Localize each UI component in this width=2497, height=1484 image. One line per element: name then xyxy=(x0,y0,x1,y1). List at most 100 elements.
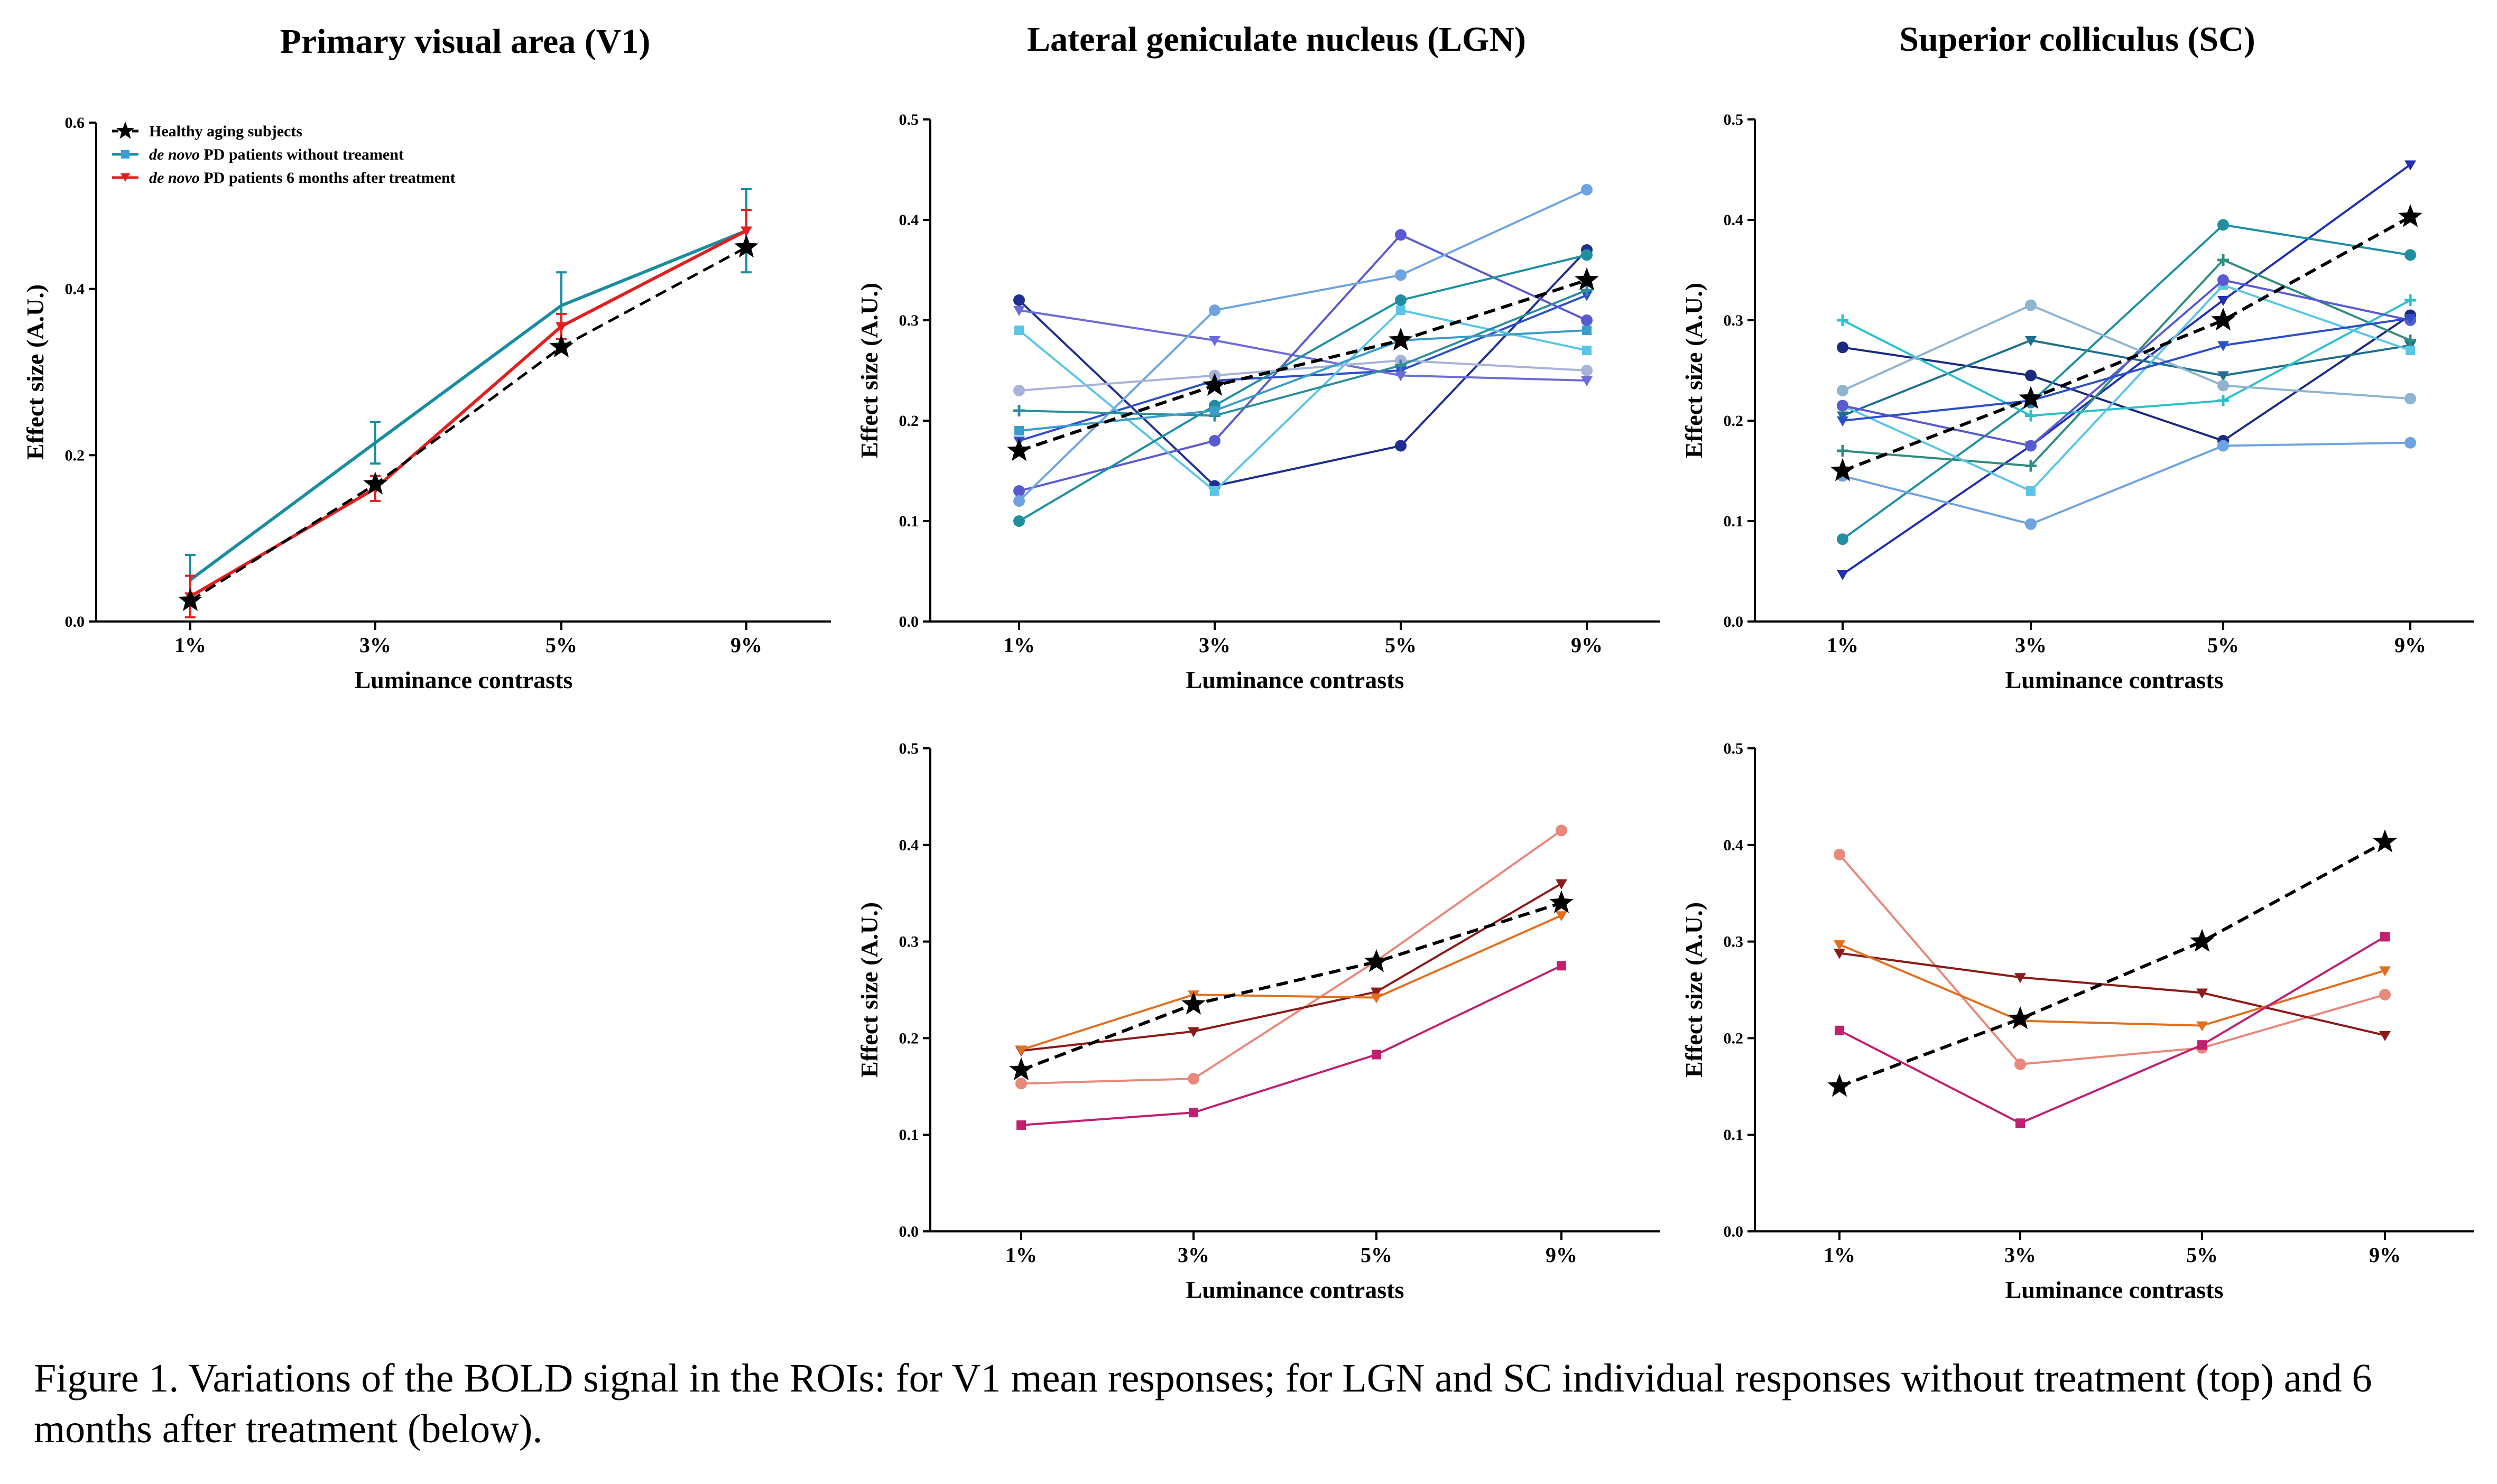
x-tick-label: 3% xyxy=(359,633,391,657)
data-point xyxy=(1209,435,1220,447)
series-4 xyxy=(1827,829,2397,1097)
series-11 xyxy=(1830,204,2422,481)
series-line xyxy=(189,229,747,598)
data-point xyxy=(1837,416,1848,426)
data-point xyxy=(2217,395,2229,406)
y-tick-label: 0.0 xyxy=(1724,1223,1744,1240)
data-point xyxy=(2373,829,2397,852)
data-point xyxy=(1575,267,1599,291)
data-point xyxy=(2406,346,2415,355)
series-line xyxy=(1842,279,2411,447)
series-line xyxy=(1019,279,1587,452)
series-line xyxy=(1018,254,1587,522)
series-line xyxy=(1842,215,2411,472)
data-point xyxy=(1581,284,1593,296)
y-tick-label: 0.0 xyxy=(1724,613,1744,630)
data-point xyxy=(178,588,202,611)
legend-label-treated: de novo PD patients 6 months after treat… xyxy=(149,169,456,187)
lgn-bottom-chart: 0.0 0.1 0.2 0.3 0.4 0.5 1% 3% 5% 9% Luminance cont… xyxy=(856,740,1660,1303)
legend-untreated-rest: PD patients without treament xyxy=(200,146,404,163)
legend-label-untreated: de novo PD patients without treament xyxy=(149,146,404,163)
data-point xyxy=(1835,1025,1844,1035)
y-axis-title: Effect size (A.U.) xyxy=(856,283,883,458)
data-point xyxy=(1189,1108,1198,1118)
data-point xyxy=(1556,879,1567,889)
data-point xyxy=(1371,987,1382,998)
data-point xyxy=(1210,486,1219,496)
y-tick-label: 0.0 xyxy=(65,613,85,630)
data-point xyxy=(2217,341,2229,351)
y-tick-label: 0.2 xyxy=(899,1029,919,1047)
data-point xyxy=(1203,373,1227,396)
data-point xyxy=(2217,274,2229,286)
data-point xyxy=(1014,426,1024,435)
legend-item-treated: de novo PD patients 6 months after treat… xyxy=(112,169,456,187)
x-tick-label: 9% xyxy=(2394,633,2426,657)
data-point xyxy=(2404,249,2416,261)
data-point xyxy=(741,226,752,237)
data-point xyxy=(1007,438,1031,461)
x-tick-label: 3% xyxy=(1178,1243,1209,1267)
data-point xyxy=(2008,1006,2032,1029)
series-line xyxy=(1021,914,1562,1051)
data-point xyxy=(1396,305,1405,315)
data-point xyxy=(1013,294,1025,306)
data-point xyxy=(1209,304,1220,316)
data-point xyxy=(549,334,574,358)
series-line xyxy=(1019,289,1587,417)
series-line xyxy=(1842,317,2411,422)
data-point xyxy=(1013,405,1025,416)
v1-chart: 0.0 0.2 0.4 0.6 1% 3% 5% 9% Luminance contrasts E… xyxy=(22,114,831,693)
data-point xyxy=(1395,294,1407,306)
data-point xyxy=(2014,1058,2026,1070)
data-point xyxy=(363,471,387,495)
data-point xyxy=(1015,1045,1027,1056)
y-tick-label: 0.5 xyxy=(1724,111,1744,128)
x-tick-label: 3% xyxy=(1199,633,1231,657)
lgn-panel-title: Lateral geniculate nucleus (LGN) xyxy=(1027,20,1526,59)
series-4 xyxy=(1013,184,1593,507)
series-line xyxy=(189,229,747,581)
data-point xyxy=(1210,406,1219,415)
data-point xyxy=(1016,1120,1026,1130)
data-point xyxy=(1581,249,1593,261)
y-axis-title: Effect size (A.U.) xyxy=(22,284,49,460)
y-tick-label: 0.1 xyxy=(899,513,919,530)
y-tick-label: 0.0 xyxy=(899,1223,919,1240)
x-tick-label: 1% xyxy=(1005,1243,1037,1267)
data-point xyxy=(1834,849,1845,861)
x-tick-label: 9% xyxy=(1546,1243,1577,1267)
x-tick-label: 9% xyxy=(1571,633,1603,657)
x-tick-label: 1% xyxy=(1827,633,1858,657)
legend-untreated-prefix: de novo xyxy=(149,146,200,163)
data-point xyxy=(2019,386,2043,409)
data-point xyxy=(1188,1073,1199,1085)
error-bar xyxy=(370,421,381,465)
data-point xyxy=(2025,336,2037,346)
y-tick-label: 0.3 xyxy=(1724,312,1744,329)
data-point xyxy=(1581,376,1593,386)
data-point xyxy=(2197,1040,2207,1050)
data-point xyxy=(1395,269,1407,281)
data-point xyxy=(2404,314,2416,324)
data-point xyxy=(2014,973,2026,984)
data-point xyxy=(1013,306,1025,316)
y-tick-label: 0.1 xyxy=(899,1126,919,1144)
data-point xyxy=(2217,379,2229,392)
series-4 xyxy=(1009,890,1574,1081)
data-point xyxy=(2025,460,2037,472)
series-line xyxy=(1839,952,2385,1036)
data-point xyxy=(2217,296,2229,306)
y-tick-label: 0.3 xyxy=(899,933,919,951)
x-tick-label: 1% xyxy=(1824,1243,1855,1267)
series-1 xyxy=(1834,949,2391,1041)
data-point xyxy=(1581,184,1593,196)
data-point xyxy=(2379,966,2391,977)
series-10 xyxy=(1007,267,1599,461)
data-point xyxy=(2190,929,2214,952)
x-tick-label: 5% xyxy=(2207,633,2239,657)
series-line xyxy=(1021,964,1562,1126)
series-line xyxy=(1018,189,1587,502)
y-axis-title: Effect size (A.U.) xyxy=(1680,902,1707,1078)
